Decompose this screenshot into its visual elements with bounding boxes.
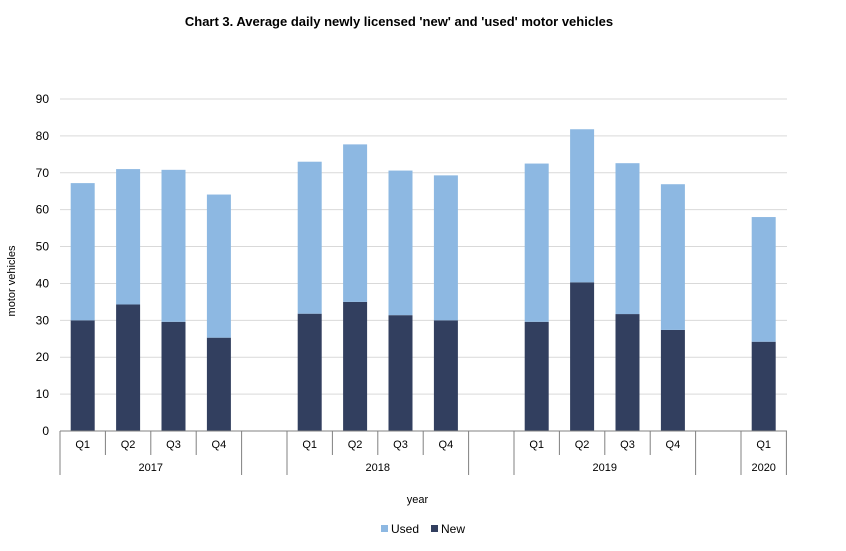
bar-used <box>70 183 95 321</box>
y-axis-title: motor vehicles <box>6 245 18 316</box>
bar-new <box>570 282 595 431</box>
bar-new <box>751 341 776 431</box>
bar-new <box>433 320 458 431</box>
y-tick-label: 90 <box>36 92 50 106</box>
y-tick-label: 20 <box>36 350 50 364</box>
x-tick-label: Q1 <box>75 439 90 451</box>
bar-new <box>343 301 368 431</box>
group-label: 2019 <box>593 462 617 474</box>
group-label: 2020 <box>751 462 775 474</box>
bar-used <box>206 194 231 338</box>
group-label: 2017 <box>139 462 163 474</box>
x-tick-label: Q3 <box>393 439 408 451</box>
y-tick-label: 40 <box>36 276 50 290</box>
x-tick-label: Q1 <box>302 439 317 451</box>
bar-new <box>116 304 141 431</box>
bar-new <box>70 320 95 431</box>
x-tick-label: Q1 <box>756 439 771 451</box>
bar-used <box>615 163 640 315</box>
legend: Used New <box>0 522 846 536</box>
bar-new <box>297 313 322 431</box>
legend-swatch <box>380 525 388 532</box>
bar-new <box>206 337 231 431</box>
bar-used <box>161 169 186 322</box>
legend-label: Used <box>390 522 419 536</box>
chart-title: Chart 3. Average daily newly licensed 'n… <box>184 14 614 29</box>
bar-used <box>116 169 141 305</box>
bar-new <box>615 314 640 431</box>
bar-used <box>524 163 549 322</box>
y-tick-label: 60 <box>36 203 50 217</box>
y-tick-label: 70 <box>36 166 50 180</box>
y-tick-label: 10 <box>36 387 50 401</box>
bar-new <box>161 321 186 431</box>
x-tick-label: Q3 <box>620 439 635 451</box>
bar-new <box>388 315 413 431</box>
bar-new <box>660 329 685 431</box>
bar-used <box>388 170 413 316</box>
y-tick-label: 50 <box>36 240 50 254</box>
bar-used <box>660 184 685 330</box>
bar-used <box>343 144 368 302</box>
x-tick-label: Q2 <box>121 439 136 451</box>
x-tick-label: Q4 <box>439 439 454 451</box>
legend-item-new: New <box>431 522 465 536</box>
bar-used <box>297 161 322 314</box>
x-tick-label: Q2 <box>348 439 363 451</box>
legend-label: New <box>441 522 466 536</box>
bar-used <box>751 217 776 342</box>
x-tick-label: Q4 <box>666 439 681 451</box>
group-label: 2018 <box>366 462 390 474</box>
bar-used <box>570 129 595 283</box>
y-tick-label: 80 <box>36 129 50 143</box>
y-tick-label: 30 <box>36 313 50 327</box>
y-tick-label: 0 <box>42 424 49 438</box>
x-tick-label: Q1 <box>529 439 544 451</box>
bar-new <box>524 321 549 431</box>
x-tick-label: Q4 <box>212 439 227 451</box>
bar-used <box>433 175 458 321</box>
x-axis-title: year <box>407 494 429 506</box>
legend-item-used: Used <box>380 522 419 536</box>
x-tick-label: Q2 <box>575 439 590 451</box>
x-tick-label: Q3 <box>166 439 181 451</box>
legend-swatch <box>431 525 438 532</box>
